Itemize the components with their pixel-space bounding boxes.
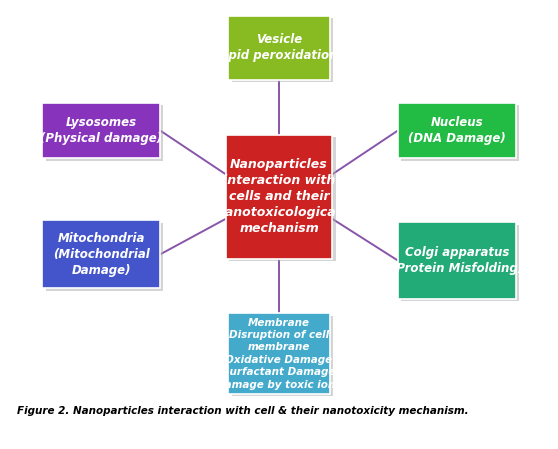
Text: Lysosomes
(Physical damage): Lysosomes (Physical damage): [40, 116, 162, 145]
Text: Figure 2. Nanoparticles interaction with cell & their nanotoxicity mechanism.: Figure 2. Nanoparticles interaction with…: [17, 405, 468, 415]
FancyBboxPatch shape: [46, 105, 163, 161]
Text: Membrane
Disruption of cell
membrane
Oxidative Damage
Surfactant Damage
Damage b: Membrane Disruption of cell membrane Oxi…: [217, 317, 341, 390]
FancyBboxPatch shape: [46, 223, 163, 291]
Text: Colgi apparatus
(Protein Misfolding): Colgi apparatus (Protein Misfolding): [391, 246, 523, 275]
Text: Vesicle
(lipid peroxidation): Vesicle (lipid peroxidation): [215, 33, 343, 62]
FancyBboxPatch shape: [401, 225, 519, 301]
Text: Nanoparticles
interaction with
cells and their
nanotoxicological
mechanism: Nanoparticles interaction with cells and…: [217, 158, 341, 235]
FancyBboxPatch shape: [398, 222, 516, 299]
FancyBboxPatch shape: [232, 316, 333, 396]
FancyBboxPatch shape: [228, 313, 330, 394]
FancyBboxPatch shape: [42, 220, 160, 288]
FancyBboxPatch shape: [42, 103, 160, 158]
Text: Mitochondria
(Mitochondrial
Damage): Mitochondria (Mitochondrial Damage): [53, 232, 150, 277]
FancyBboxPatch shape: [228, 16, 330, 80]
FancyBboxPatch shape: [225, 135, 333, 259]
FancyBboxPatch shape: [398, 103, 516, 158]
FancyBboxPatch shape: [232, 18, 333, 82]
Text: Nucleus
(DNA Damage): Nucleus (DNA Damage): [408, 116, 506, 145]
FancyBboxPatch shape: [229, 137, 335, 261]
FancyBboxPatch shape: [401, 105, 519, 161]
